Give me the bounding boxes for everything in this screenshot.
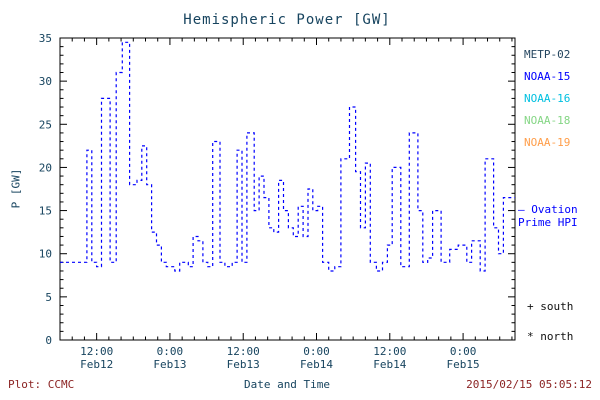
legend-item-metp02: METP-02 [524,48,571,61]
line-sample-dash-icon: – [518,203,525,216]
x-tick-time-label: 0:00 [450,345,477,358]
y-tick-label: 35 [39,32,52,45]
x-tick-time-label: 0:00 [157,345,184,358]
legend-item-noaa18: NOAA-18 [524,114,571,127]
y-tick-label: 0 [45,334,52,347]
x-tick-date-label: Feb12 [80,358,113,371]
plot-frame [59,37,516,341]
x-tick-time-label: 12:00 [373,345,406,358]
y-tick-label: 20 [39,161,52,174]
plot-timestamp: 2015/02/15 05:05:12 [466,378,592,391]
asterisk-marker-icon: * [527,330,534,343]
y-tick-label: 10 [39,248,52,261]
plot-source-label: Plot: CCMC [8,378,75,391]
legend-item-noaa16: NOAA-16 [524,92,571,105]
x-tick-date-label: Feb13 [153,358,186,371]
ovation-legend-line2: Prime HPI [518,216,578,229]
ovation-legend: – Ovation Prime HPI [518,203,578,229]
south-marker-legend: + south [527,300,573,313]
ovation-legend-line1: Ovation [531,203,578,216]
north-marker-label: north [540,330,574,343]
legend-item-noaa19: NOAA-19 [524,136,571,149]
hpi-step-line [60,41,515,272]
south-marker-label: south [540,300,574,313]
north-marker-legend: * north [527,330,573,343]
legend-item-noaa15: NOAA-15 [524,70,571,83]
x-tick-time-label: 0:00 [303,345,330,358]
x-tick-date-label: Feb14 [300,358,333,371]
y-tick-label: 30 [39,75,52,88]
plus-marker-icon: + [527,300,534,313]
y-axis-label: P [GW] [9,168,23,209]
chart-title: Hemispheric Power [GW] [183,12,391,28]
x-axis-label: Date and Time [243,378,331,391]
x-tick-time-label: 12:00 [227,345,260,358]
y-tick-label: 5 [45,291,52,304]
y-tick-label: 25 [39,118,52,131]
y-tick-label: 15 [39,205,52,218]
x-tick-date-label: Feb15 [447,358,480,371]
satellite-legend: METP-02 NOAA-15 NOAA-16 NOAA-18 NOAA-19 [524,44,570,154]
x-tick-time-label: 12:00 [80,345,113,358]
x-tick-date-label: Feb14 [373,358,406,371]
x-tick-date-label: Feb13 [227,358,260,371]
